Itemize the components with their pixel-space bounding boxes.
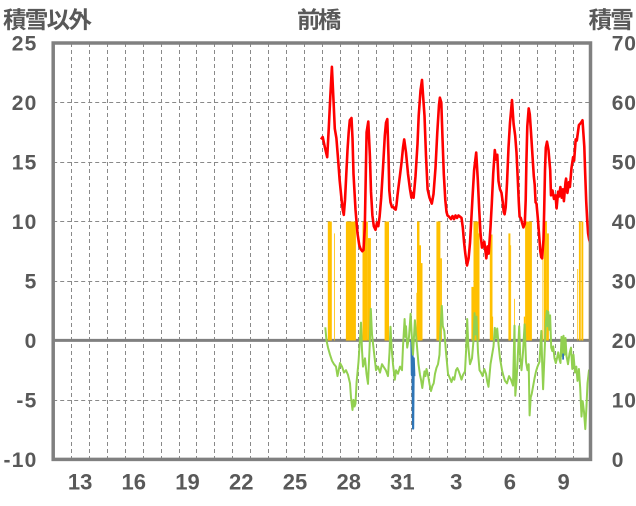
- svg-text:20: 20: [612, 330, 636, 353]
- svg-text:28: 28: [336, 470, 360, 495]
- svg-text:40: 40: [612, 211, 636, 234]
- svg-text:70: 70: [612, 33, 636, 56]
- svg-text:19: 19: [175, 470, 199, 495]
- svg-text:10: 10: [612, 390, 636, 413]
- svg-text:25: 25: [283, 470, 307, 495]
- svg-text:0: 0: [612, 449, 624, 472]
- svg-text:20: 20: [12, 92, 38, 115]
- svg-text:0: 0: [25, 330, 38, 353]
- svg-text:6: 6: [504, 470, 516, 495]
- svg-text:-10: -10: [4, 449, 38, 472]
- svg-text:3: 3: [450, 470, 462, 495]
- svg-text:10: 10: [12, 211, 38, 234]
- svg-text:60: 60: [612, 92, 636, 115]
- svg-text:-5: -5: [16, 390, 37, 413]
- svg-text:13: 13: [68, 470, 92, 495]
- svg-text:9: 9: [557, 470, 569, 495]
- svg-text:15: 15: [12, 152, 38, 175]
- svg-text:25: 25: [12, 33, 38, 56]
- svg-text:31: 31: [390, 470, 414, 495]
- svg-text:50: 50: [612, 152, 636, 175]
- svg-text:16: 16: [122, 470, 146, 495]
- svg-text:30: 30: [612, 271, 636, 294]
- svg-text:5: 5: [25, 271, 38, 294]
- svg-text:22: 22: [229, 470, 253, 495]
